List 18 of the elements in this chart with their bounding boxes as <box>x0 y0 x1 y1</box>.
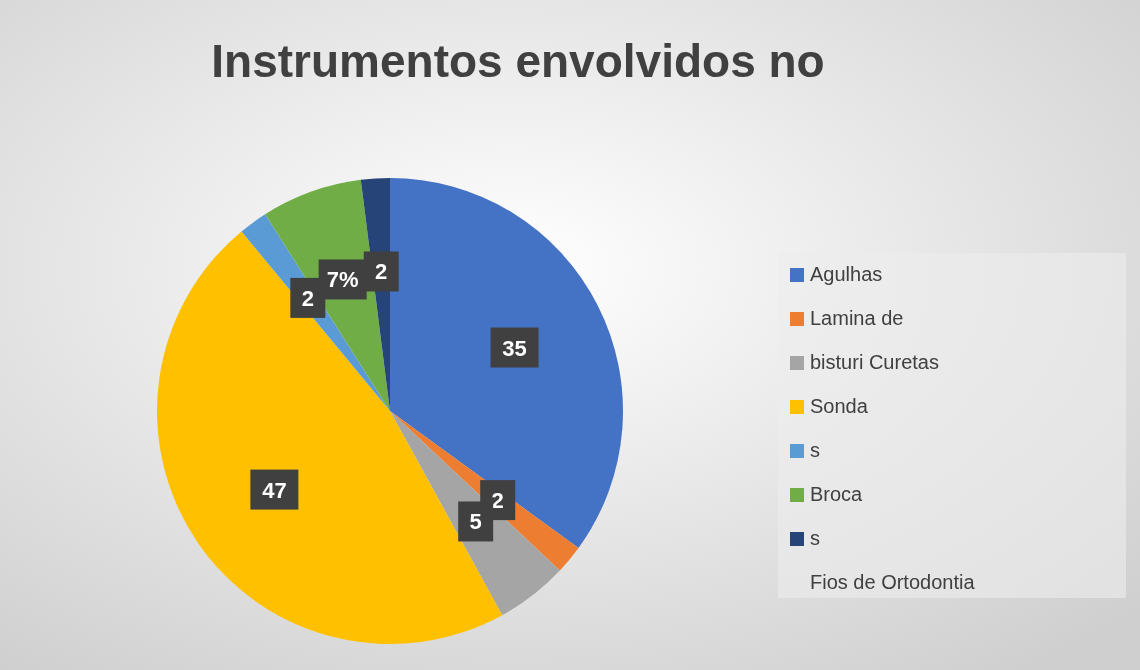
data-label: 47 <box>262 477 287 503</box>
legend-label: Lamina de <box>810 307 904 329</box>
data-label: 2 <box>375 259 388 285</box>
data-label: 7% <box>326 267 359 293</box>
legend-label: Sonda <box>810 395 869 417</box>
pie-slice <box>157 231 503 644</box>
legend-label: s <box>810 527 820 549</box>
legend-label: Broca <box>810 483 864 505</box>
text: Fios de Ortodontia <box>810 571 976 593</box>
pie-slice <box>390 178 623 548</box>
legend-label: s <box>810 439 820 461</box>
data-label: 5 <box>469 509 482 535</box>
legend-label: Agulhas <box>810 263 883 285</box>
data-label: 2 <box>491 488 504 514</box>
data-label: 2 <box>301 285 314 311</box>
data-label: 35 <box>502 335 527 361</box>
chart-title: Instrumentos envolvidos no <box>211 35 825 87</box>
legend-label: bisturi Curetas <box>810 351 939 373</box>
